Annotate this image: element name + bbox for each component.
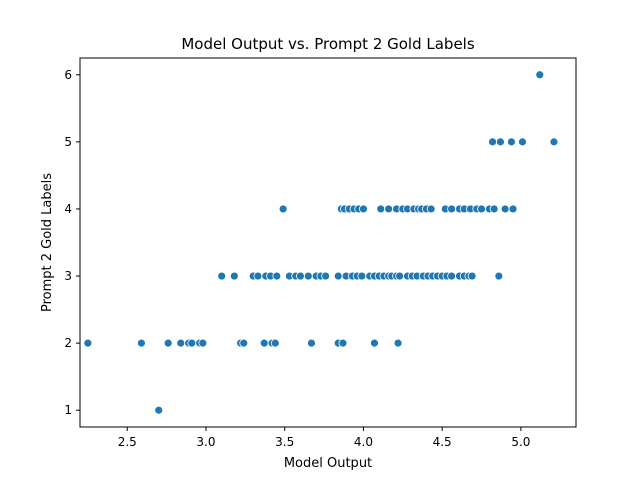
y-axis-label: Prompt 2 Gold Labels <box>40 173 55 312</box>
chart-title: Model Output vs. Prompt 2 Gold Labels <box>181 35 475 53</box>
data-point <box>137 338 146 348</box>
data-point <box>370 338 379 348</box>
x-axis: 2.5 3.0 3.5 4.0 4.5 5.0 <box>118 427 530 449</box>
data-point <box>198 338 208 348</box>
data-point <box>447 204 457 214</box>
plot-frame <box>79 57 577 428</box>
data-point <box>496 137 505 147</box>
x-tick-label: 3.0 <box>196 435 215 449</box>
x-tick-label: 3.5 <box>275 435 294 449</box>
data-point <box>384 204 394 214</box>
y-tick-label: 3 <box>64 269 72 283</box>
data-point <box>303 271 313 281</box>
data-point <box>259 338 269 348</box>
data-point <box>307 338 316 348</box>
data-point <box>338 338 348 348</box>
data-point <box>272 271 282 281</box>
data-point <box>488 137 497 147</box>
data-point <box>296 271 305 281</box>
y-axis: 1 2 3 4 5 6 <box>64 68 80 417</box>
data-point <box>83 338 93 348</box>
plot-area <box>79 57 577 428</box>
data-point <box>321 271 331 281</box>
x-tick-label: 4.5 <box>433 435 452 449</box>
data-points <box>83 70 559 415</box>
data-point <box>239 338 249 348</box>
data-point <box>518 137 527 147</box>
y-tick-label: 4 <box>64 202 72 216</box>
data-point <box>253 271 263 281</box>
y-tick-label: 6 <box>64 68 72 82</box>
data-point <box>376 204 386 214</box>
data-point <box>395 271 405 281</box>
x-tick-label: 2.5 <box>118 435 137 449</box>
data-point <box>154 405 164 415</box>
x-tick-label: 4.0 <box>354 435 373 449</box>
data-point <box>163 338 173 348</box>
data-point <box>278 204 288 214</box>
y-tick-label: 2 <box>64 336 72 350</box>
data-point <box>357 271 367 281</box>
data-point <box>447 271 457 281</box>
y-tick-label: 5 <box>64 135 72 149</box>
data-point <box>489 204 499 214</box>
data-point <box>393 338 403 348</box>
data-point <box>270 338 280 348</box>
data-point <box>500 204 510 214</box>
data-point <box>176 338 186 348</box>
data-point <box>549 137 559 147</box>
data-point <box>426 204 436 214</box>
data-point <box>359 204 368 214</box>
data-point <box>535 70 545 80</box>
data-point <box>229 271 239 281</box>
data-point <box>187 338 197 348</box>
data-point <box>494 271 504 281</box>
x-axis-label: Model Output <box>284 456 372 471</box>
data-point <box>477 204 486 214</box>
data-point <box>333 271 343 281</box>
x-tick-label: 5.0 <box>511 435 530 449</box>
data-point <box>508 204 518 214</box>
data-point <box>217 271 227 281</box>
data-point <box>507 137 516 147</box>
data-point <box>467 271 477 281</box>
y-tick-label: 1 <box>64 403 72 417</box>
